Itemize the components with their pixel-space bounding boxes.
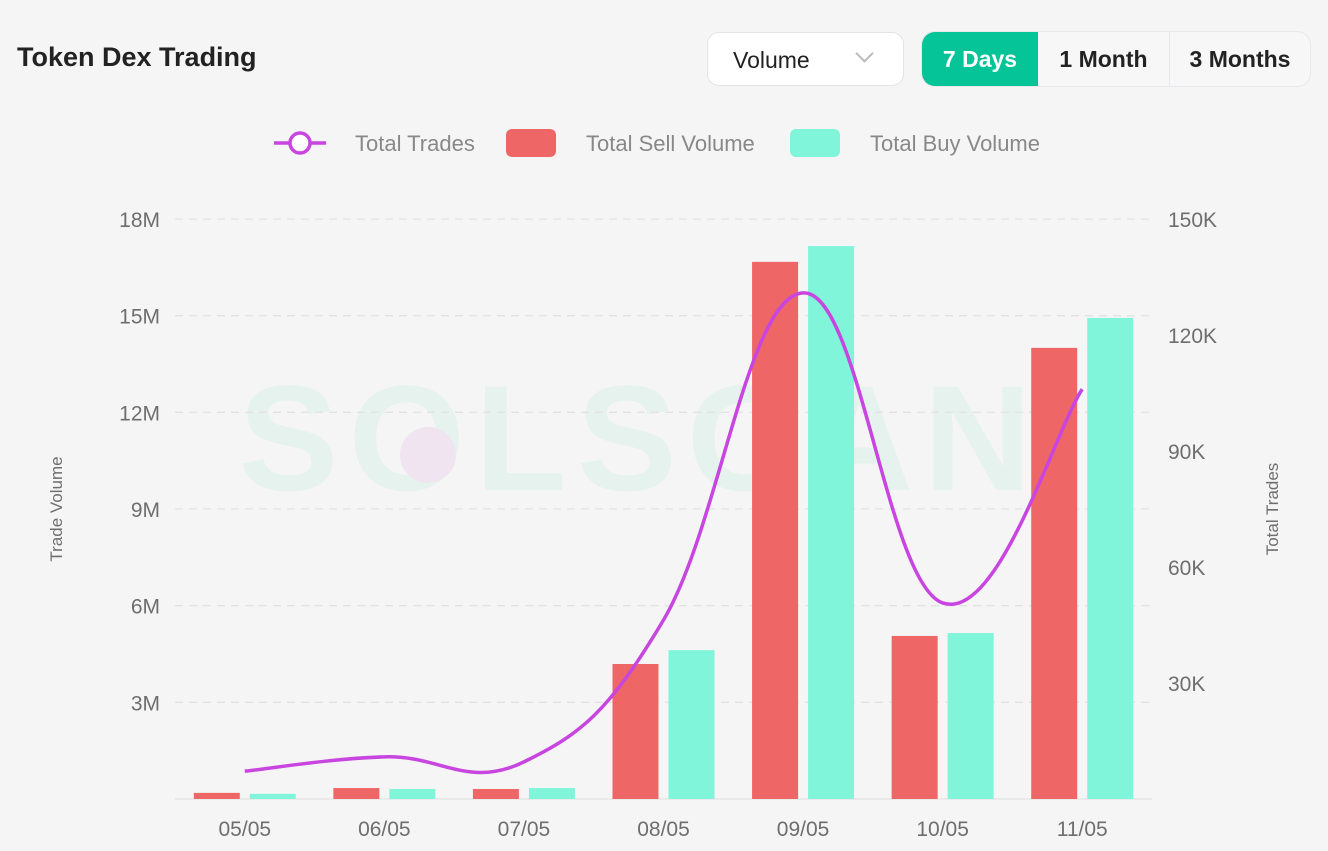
y2-tick-label: 120K <box>1168 325 1217 348</box>
bar-total-sell-volume <box>752 261 799 799</box>
metric-select-value: Volume <box>733 47 810 73</box>
bar-total-buy-volume <box>1087 317 1134 799</box>
line-total-trades <box>244 291 1084 775</box>
bar-total-buy-volume <box>249 793 296 799</box>
range-7-days-button[interactable]: 7 Days <box>922 32 1038 86</box>
watermark-logo: SOLSCAN <box>238 354 1041 522</box>
y-tick-label: 12M <box>119 402 160 425</box>
y2-tick-label: 90K <box>1168 441 1205 464</box>
legend-line-marker-icon <box>288 131 312 155</box>
y-tick-label: 15M <box>119 306 160 329</box>
x-tick-label: 09/05 <box>777 818 830 841</box>
bar-total-buy-volume <box>389 789 436 799</box>
bar-total-sell-volume <box>1031 347 1078 799</box>
y2-tick-label: 150K <box>1168 209 1217 232</box>
y2-tick-label: 60K <box>1168 557 1205 580</box>
bar-total-buy-volume <box>528 788 575 799</box>
metric-select[interactable]: Volume <box>707 32 904 86</box>
bar-total-sell-volume <box>472 789 519 799</box>
page-title: Token Dex Trading <box>17 42 257 72</box>
range-3-months-button[interactable]: 3 Months <box>1189 45 1291 72</box>
range-toggle: 7 Days 1 Month 3 Months <box>921 31 1311 87</box>
watermark-logo-dot <box>400 427 456 483</box>
legend-sell-swatch <box>506 129 556 157</box>
bar-total-buy-volume <box>947 633 994 799</box>
y-tick-label: 3M <box>131 692 160 715</box>
bar-total-buy-volume <box>808 246 855 800</box>
x-tick-label: 06/05 <box>358 818 411 841</box>
x-tick-label: 08/05 <box>637 818 690 841</box>
y2-tick-label: 30K <box>1168 673 1205 696</box>
y2-axis-label: Total Trades <box>1263 463 1282 556</box>
x-tick-label: 07/05 <box>498 818 551 841</box>
y-tick-label: 18M <box>119 209 160 232</box>
x-tick-label: 05/05 <box>219 818 272 841</box>
bar-total-sell-volume <box>193 792 240 799</box>
x-tick-label: 10/05 <box>916 818 969 841</box>
x-tick-label: 11/05 <box>1057 818 1108 841</box>
bar-total-sell-volume <box>333 788 380 799</box>
range-1-month-button[interactable]: 1 Month <box>1038 32 1170 86</box>
legend-total-trades: Total Trades <box>355 131 475 156</box>
y-axis-label: Trade Volume <box>47 456 66 561</box>
y-tick-label: 6M <box>131 596 160 619</box>
y-tick-label: 9M <box>131 499 160 522</box>
legend-buy-swatch <box>790 129 840 157</box>
bar-total-buy-volume <box>668 650 715 799</box>
legend-total-sell-volume: Total Sell Volume <box>586 131 755 156</box>
legend-total-buy-volume: Total Buy Volume <box>870 131 1040 156</box>
bar-total-sell-volume <box>891 635 938 799</box>
